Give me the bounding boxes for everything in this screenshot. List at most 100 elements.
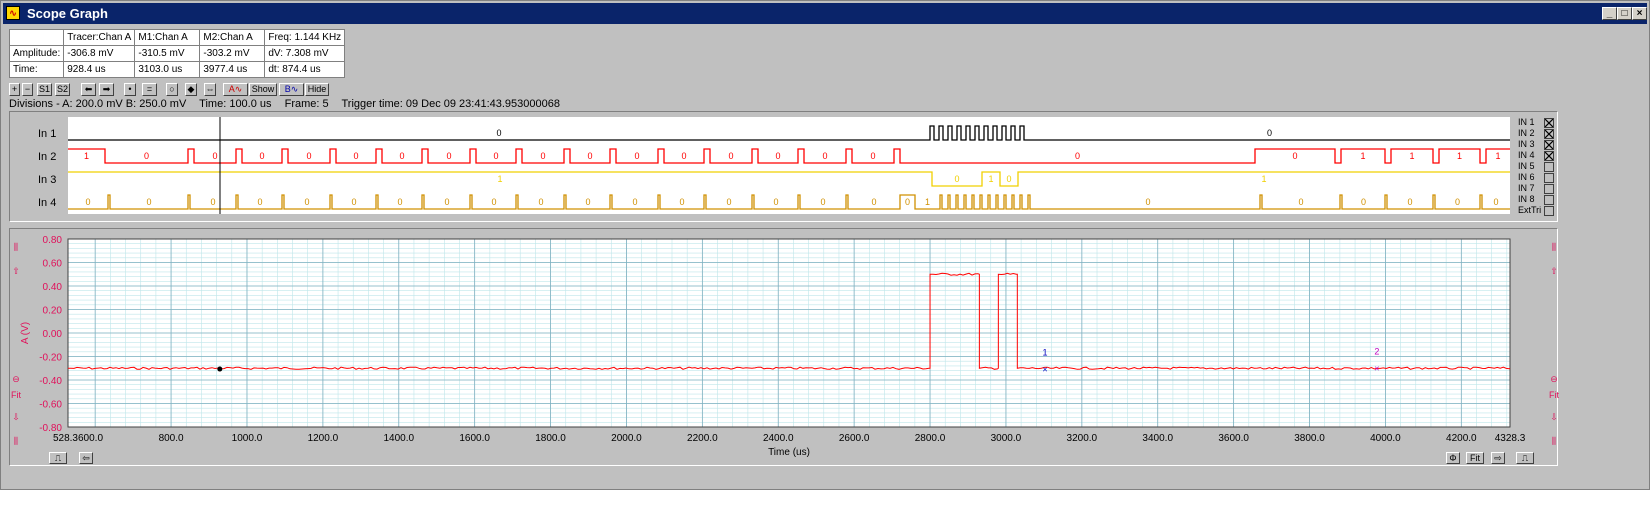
input-checkbox[interactable]	[1544, 129, 1554, 139]
x-tick-label: 3000.0	[991, 433, 1022, 444]
marker-point[interactable]: ×	[1042, 364, 1047, 374]
channel-a-button[interactable]: A∿	[223, 83, 248, 96]
tracer-point[interactable]	[217, 366, 223, 372]
in4-value-label: 1	[925, 197, 930, 207]
hide-button[interactable]: Hide	[305, 83, 329, 96]
scale-up-icon[interactable]: ⫼	[13, 242, 19, 252]
input-checkbox[interactable]	[1544, 151, 1554, 161]
y-tick-label: 0.00	[43, 329, 63, 340]
in2-value-label: 0	[144, 151, 149, 161]
equal-button[interactable]: =	[142, 83, 157, 96]
marker-label: 2	[1374, 347, 1379, 357]
marker-button[interactable]: ◆	[185, 83, 197, 96]
title-bar[interactable]: ∿ Scope Graph _ □ ×	[3, 3, 1647, 24]
input-row[interactable]: IN 5	[1514, 161, 1558, 172]
scroll-right-icon[interactable]: ⇨	[1491, 452, 1505, 464]
fit-right-button[interactable]: Fit	[1549, 390, 1559, 400]
offset-up-right-icon[interactable]: ⇧	[1550, 266, 1558, 276]
input-row[interactable]: IN 1	[1514, 117, 1558, 128]
dot-button[interactable]: •	[124, 83, 136, 96]
row-label: Time:	[8, 61, 65, 78]
in2-value-label: 1	[1409, 151, 1414, 161]
analog-chart-panel: 0.80 0.60 0.40 0.20 0.00 -0.20 -0.40 -0.60 -0.80…	[9, 228, 1558, 466]
center-right-icon[interactable]: ⊖	[1550, 374, 1558, 384]
input-row[interactable]: IN 4	[1514, 150, 1558, 161]
input-checkbox[interactable]	[1544, 140, 1554, 150]
x-tick-label: 3600.0	[1218, 433, 1249, 444]
input-label: IN 3	[1518, 139, 1535, 149]
y-tick-label: 0.40	[43, 282, 63, 293]
show-button[interactable]: Show	[249, 83, 277, 96]
maximize-button[interactable]: □	[1617, 7, 1632, 20]
input-checkbox[interactable]	[1544, 195, 1554, 205]
in4-value-label: 0	[1407, 197, 1412, 207]
offset-up-icon[interactable]: ⇧	[12, 266, 20, 276]
in4-value-label: 0	[146, 197, 151, 207]
table-cell: -310.5 mV	[134, 45, 201, 62]
trigger-time-text: Trigger time: 09 Dec 09 23:41:43.9530000…	[341, 98, 560, 110]
table-row: Time: 928.4 us 3103.0 us 3977.4 us dt: 8…	[8, 61, 346, 78]
zoom-out-button[interactable]: −	[22, 83, 33, 96]
input-row[interactable]: ExtTri	[1514, 205, 1558, 216]
digital-trace-area[interactable]: In 1 In 2 In 3 In 4 0 0 1 0 0 0 0 0 0 0 0 0 0 0 0 0 0 0 0 0 0 1 1 1…	[10, 112, 1557, 221]
pulse-icon[interactable]: ⎍	[49, 452, 67, 464]
trigger-edge-icon[interactable]: ⎍	[1516, 452, 1534, 464]
in1-value-label: 0	[496, 128, 501, 138]
offset-down-right-icon[interactable]: ⇩	[1550, 412, 1558, 422]
in3-value-label: 1	[988, 174, 993, 184]
input-row[interactable]: IN 8	[1514, 194, 1558, 205]
x-tick-label: 2400.0	[763, 433, 794, 444]
arrow-left-icon[interactable]: ⬅	[81, 83, 96, 96]
in2-value-label: 0	[1292, 151, 1297, 161]
in4-value-label: 0	[304, 197, 309, 207]
swap-button[interactable]: ⇔	[204, 83, 216, 96]
input-row[interactable]: IN 2	[1514, 128, 1558, 139]
in2-value-label: 0	[259, 151, 264, 161]
scale-up-right-icon[interactable]: ⫼	[1551, 242, 1557, 252]
fit-bottom-button[interactable]: Fit	[1466, 452, 1484, 464]
scale-down-right-icon[interactable]: ⫼	[1551, 436, 1557, 446]
in2-value-label: 0	[306, 151, 311, 161]
fit-left-button[interactable]: Fit	[11, 390, 21, 400]
channel-b-button[interactable]: B∿	[279, 83, 304, 96]
phase-icon[interactable]: Φ	[1446, 452, 1460, 464]
arrow-right-icon[interactable]: ➡	[99, 83, 114, 96]
circle-button[interactable]: ○	[166, 83, 178, 96]
minimize-button[interactable]: _	[1602, 7, 1617, 20]
input-row[interactable]: IN 6	[1514, 172, 1558, 183]
input-checkbox[interactable]	[1544, 173, 1554, 183]
input-checkbox[interactable]	[1544, 118, 1554, 128]
scroll-left-icon[interactable]: ⇦	[79, 452, 93, 464]
in2-value-label: 0	[681, 151, 686, 161]
timebase-text: Time: 100.0 us	[199, 98, 272, 110]
offset-down-icon[interactable]: ⇩	[12, 412, 20, 422]
input-label: IN 6	[1518, 172, 1535, 182]
input-row[interactable]: IN 3	[1514, 139, 1558, 150]
close-button[interactable]: ×	[1632, 7, 1647, 20]
table-cell: -303.2 mV	[199, 45, 266, 62]
in4-value-label: 0	[491, 197, 496, 207]
s2-button[interactable]: S2	[55, 83, 70, 96]
channel-b-label: B	[284, 84, 291, 94]
in4-value-label: 0	[585, 197, 590, 207]
scale-down-icon[interactable]: ⫼	[13, 436, 19, 446]
input-checkbox[interactable]	[1544, 206, 1554, 216]
y-tick-label: -0.40	[39, 376, 62, 387]
in4-value-label: 0	[397, 197, 402, 207]
in4-value-label: 0	[85, 197, 90, 207]
in3-value-label: 0	[1006, 174, 1011, 184]
x-tick-label: 2000.0	[611, 433, 642, 444]
marker-point[interactable]: ×	[1374, 364, 1379, 374]
s1-button[interactable]: S1	[37, 83, 52, 96]
table-cell: dV: 7.308 mV	[264, 45, 346, 62]
center-icon[interactable]: ⊖	[12, 374, 20, 384]
in2-value-label: 0	[822, 151, 827, 161]
input-checkbox[interactable]	[1544, 162, 1554, 172]
input-checkbox[interactable]	[1544, 184, 1554, 194]
in4-value-label: 0	[1493, 197, 1498, 207]
y-tick-label: -0.20	[39, 353, 62, 364]
analog-chart[interactable]: 0.80 0.60 0.40 0.20 0.00 -0.20 -0.40 -0.60 -0.80…	[10, 229, 1557, 465]
zoom-in-button[interactable]: +	[9, 83, 20, 96]
input-row[interactable]: IN 7	[1514, 183, 1558, 194]
window-title: Scope Graph	[27, 6, 108, 21]
